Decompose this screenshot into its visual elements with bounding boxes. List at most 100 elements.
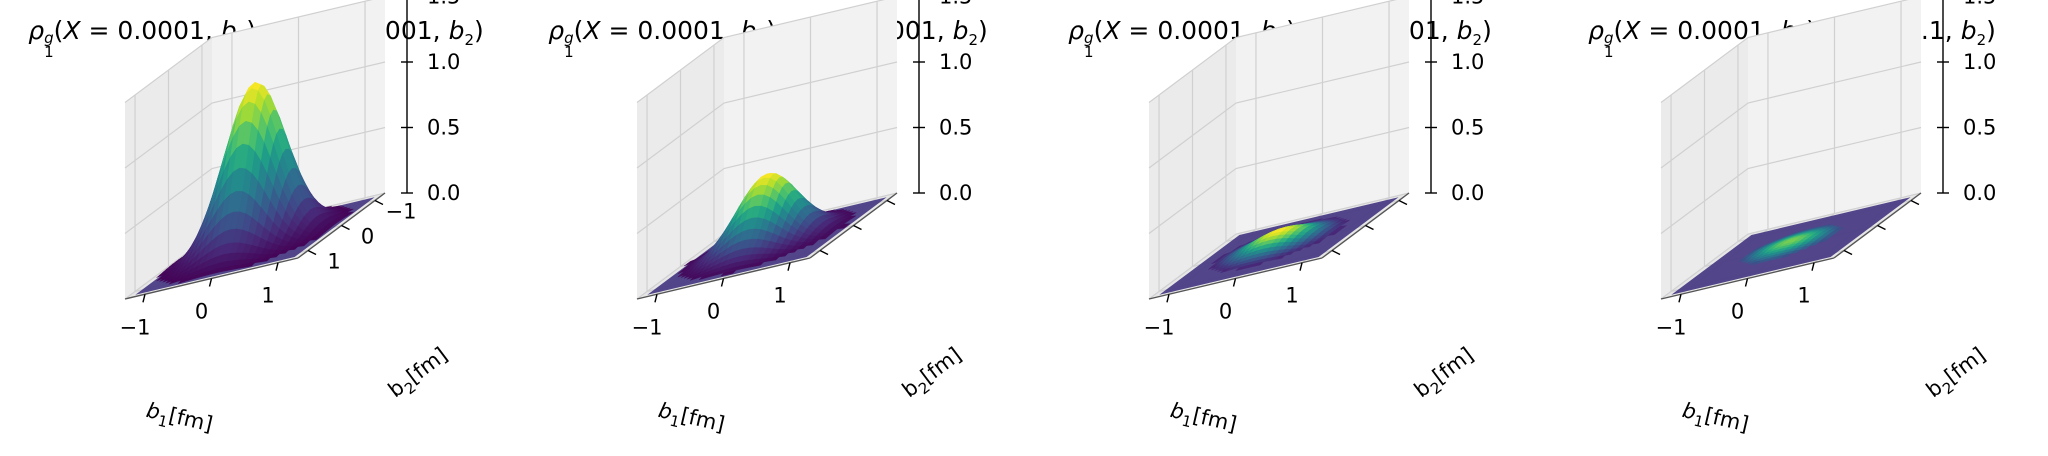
x-tick <box>1811 262 1815 271</box>
grid-line <box>124 0 373 103</box>
surface-facet <box>1790 249 1801 255</box>
y-tick-label: 1 <box>327 250 340 274</box>
x-tick <box>654 294 658 303</box>
grid-line <box>1660 126 1922 234</box>
z-tick-label: 1.0 <box>1451 50 1484 74</box>
surface-facet <box>1327 232 1338 236</box>
y-axis-label: b2[fm] <box>1410 343 1481 407</box>
surface-facet <box>260 257 271 263</box>
surface-facet <box>1302 243 1314 248</box>
x-tick <box>787 262 791 271</box>
x-tick <box>1166 294 1170 303</box>
surface-facet <box>1808 242 1820 247</box>
y-axis-label: b2[fm] <box>898 343 969 407</box>
surface-facet <box>769 256 780 262</box>
y-tick <box>1398 199 1408 206</box>
x-tick <box>1678 294 1682 303</box>
x-tick-label: 0 <box>1219 300 1232 324</box>
x-axis-label: b1[fm] <box>655 398 727 441</box>
surface <box>647 173 887 295</box>
axes-3d: 0.0 0.5 1.0 1.5 −1 0 1 b1[fm] b2[fm] <box>1143 0 1484 441</box>
subplot-4: ρg1(X = 0.0001, b1)ρg1(X = 0.1, b2)0.00.… <box>1536 0 2048 456</box>
surface-facet <box>288 246 299 251</box>
grid-line <box>1660 192 1922 300</box>
surface <box>1671 197 1911 295</box>
x-tick-label: 1 <box>261 284 274 308</box>
z-tick-label: 0.5 <box>1963 116 1996 140</box>
surface-facet <box>753 261 765 267</box>
grid-line <box>636 0 885 103</box>
grid-line <box>1660 61 1922 169</box>
z-tick-label: 1.5 <box>427 0 460 9</box>
surface-facet <box>1799 245 1811 251</box>
y-tick <box>1843 249 1853 256</box>
axes-3d: 0.0 0.5 1.0 1.5 −1 0 1 b1[fm] b2[fm] <box>1655 0 1996 436</box>
y-tick <box>853 224 862 231</box>
grid-line <box>1660 0 1909 103</box>
z-tick-label: 0.5 <box>427 116 460 140</box>
y-tick <box>886 199 896 206</box>
z-tick-label: 0.0 <box>427 181 460 205</box>
x-tick <box>720 278 725 287</box>
surface-facet <box>1293 247 1305 252</box>
x-tick-label: −1 <box>631 315 662 339</box>
surface-facet <box>806 241 817 246</box>
x-axis-label: b1[fm] <box>1167 398 1239 441</box>
y-tick <box>1877 224 1886 231</box>
surface-facet <box>1284 251 1295 256</box>
z-tick-label: 0.0 <box>1963 181 1996 205</box>
y-tick <box>819 249 829 256</box>
y-tick <box>307 249 317 256</box>
z-tick-label: 1.0 <box>427 50 460 74</box>
surface-facet <box>309 236 320 241</box>
surface-facet <box>778 252 789 258</box>
surface-facet <box>726 269 737 276</box>
y-tick <box>374 199 384 206</box>
surface-facet <box>1781 253 1792 259</box>
x-tick <box>1299 262 1303 271</box>
x-tick-label: −1 <box>1655 315 1686 339</box>
surface <box>1159 197 1399 295</box>
surface-facet <box>787 248 799 254</box>
y-tick <box>1331 249 1341 256</box>
y-axis-label: b2[fm] <box>384 343 455 407</box>
x-tick-label: 1 <box>1797 284 1810 308</box>
z-tick-label: 1.5 <box>1963 0 1996 9</box>
subplot-3: ρg1(X = 0.0001, b1)ρg1(X = 0.01, b2)0.00… <box>1024 0 1536 456</box>
grid-line <box>1148 126 1410 234</box>
z-tick-label: 0.5 <box>939 116 972 140</box>
grid-line <box>124 61 386 169</box>
x-tick-label: 1 <box>773 284 786 308</box>
z-tick-label: 0.5 <box>1451 116 1484 140</box>
x-tick <box>142 294 146 303</box>
surface-facet <box>278 249 290 255</box>
surface-facet <box>797 245 808 250</box>
surface-facet <box>1253 261 1265 267</box>
z-tick-label: 1.0 <box>939 50 972 74</box>
x-tick-label: −1 <box>1143 315 1174 339</box>
surface-facet <box>836 225 848 229</box>
z-tick-label: 1.0 <box>1963 50 1996 74</box>
surface-facet <box>1817 238 1829 243</box>
surface-facet <box>1275 255 1286 260</box>
x-tick <box>1232 278 1237 287</box>
surface-facet <box>269 253 280 259</box>
grid-line <box>1148 0 1397 103</box>
subplot-1: ρg1(X = 0.0001, b1)ρg1(X = 0.0001, b2)0.… <box>0 0 512 456</box>
z-tick-label: 1.5 <box>1451 0 1484 9</box>
x-tick <box>208 278 213 287</box>
x-tick-label: 0 <box>1731 300 1744 324</box>
z-tick-label: 0.0 <box>939 181 972 205</box>
x-tick-label: −1 <box>119 315 150 339</box>
surface-facet <box>818 236 829 240</box>
y-tick <box>1910 199 1920 206</box>
x-tick <box>275 262 279 271</box>
y-tick <box>341 224 350 231</box>
y-axis-label: b2[fm] <box>1922 343 1993 407</box>
surface <box>135 82 375 295</box>
y-tick-label: 0 <box>361 225 374 249</box>
z-tick-label: 0.0 <box>1451 181 1484 205</box>
grid-line <box>1148 192 1410 300</box>
grid-line <box>636 126 898 234</box>
